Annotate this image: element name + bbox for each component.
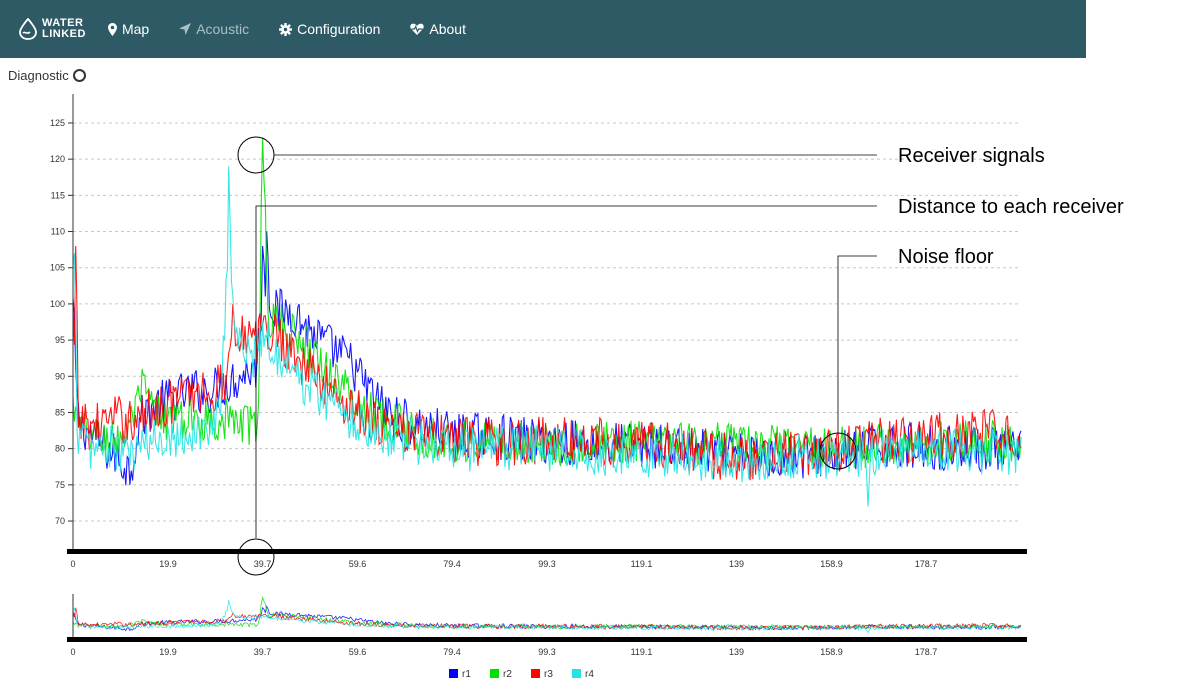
logo-text-top: WATER — [42, 17, 84, 29]
overview-x-tick-label: 59.6 — [349, 647, 367, 657]
x-tick-label: 79.4 — [443, 559, 461, 569]
legend-label-r2: r2 — [503, 669, 512, 680]
overview-x-tick-label: 139 — [729, 647, 744, 657]
nav-about[interactable]: About — [410, 21, 466, 37]
y-tick-label: 80 — [55, 444, 65, 454]
y-tick-label: 90 — [55, 371, 65, 381]
legend-swatch-r3 — [531, 669, 540, 678]
distance-leader — [255, 205, 877, 538]
legend-swatch-r1 — [449, 669, 458, 678]
y-tick-label: 100 — [50, 299, 65, 309]
overview-x-tick-label: 39.7 — [254, 647, 272, 657]
nav-about-label: About — [429, 21, 466, 37]
x-tick-label: 19.9 — [159, 559, 177, 569]
overview-x-tick-label: 99.3 — [538, 647, 556, 657]
x-tick-label: 178.7 — [915, 559, 938, 569]
diagnostic-header: Diagnostic — [8, 68, 86, 83]
nav-configuration-label: Configuration — [297, 21, 381, 37]
map-marker-icon — [107, 22, 117, 36]
y-tick-label: 95 — [55, 335, 65, 345]
y-tick-label: 120 — [50, 154, 65, 164]
location-arrow-icon — [179, 23, 192, 35]
y-tick-label: 75 — [55, 480, 65, 490]
refresh-circle-icon[interactable] — [72, 69, 86, 82]
x-tick-label: 139 — [729, 559, 744, 569]
overview-line-r2 — [72, 595, 1022, 630]
legend-label-r4: r4 — [585, 669, 594, 680]
x-tick-label: 99.3 — [538, 559, 556, 569]
x-tick-label: 158.9 — [820, 559, 843, 569]
x-tick-label: 59.6 — [349, 559, 367, 569]
overview-x-tick-label: 119.1 — [631, 647, 653, 657]
x-tick-label: 119.1 — [631, 559, 653, 569]
y-tick-label: 105 — [50, 263, 65, 273]
noise-floor-label: Noise floor — [898, 246, 994, 268]
gear-icon — [279, 22, 293, 36]
overview-line-r4 — [72, 599, 1022, 634]
nav-map[interactable]: Map — [107, 21, 150, 37]
nav-acoustic[interactable]: Acoustic — [179, 21, 249, 37]
legend-label-r3: r3 — [544, 669, 553, 680]
water-linked-logo[interactable]: WATER LINKED — [18, 18, 86, 40]
top-navbar: WATER LINKED Map Acoustic Configuration — [0, 0, 1086, 58]
heart-pulse-icon — [410, 23, 425, 35]
overview-x-tick-label: 158.9 — [820, 647, 843, 657]
nav-configuration[interactable]: Configuration — [279, 21, 380, 37]
y-tick-label: 110 — [51, 227, 65, 237]
legend-swatch-r4 — [572, 669, 581, 678]
nav-map-label: Map — [121, 21, 150, 37]
diagnostic-title: Diagnostic — [8, 68, 69, 83]
y-tick-label: 70 — [55, 516, 65, 526]
receiver-signals-circle — [237, 136, 275, 174]
receiver-signals-label: Receiver signals — [898, 145, 1045, 167]
legend-label-r1: r1 — [462, 669, 471, 680]
overview-x-tick-label: 0 — [70, 647, 75, 657]
y-tick-label: 115 — [51, 190, 65, 200]
distance-circle — [237, 538, 275, 576]
series-line-r2 — [72, 137, 1022, 469]
overview-x-tick-label: 79.4 — [443, 647, 461, 657]
noise-floor-leader — [837, 255, 877, 433]
distance-label: Distance to each receiver — [898, 196, 1124, 218]
y-tick-label: 85 — [55, 407, 65, 417]
overview-x-axis-bar — [67, 637, 1027, 642]
logo-text-bottom: LINKED — [42, 28, 86, 40]
water-drop-icon — [19, 18, 37, 40]
overview-x-tick-label: 19.9 — [159, 647, 177, 657]
series-line-r4 — [72, 166, 1022, 507]
x-axis-bar — [67, 549, 1027, 554]
y-tick-label: 125 — [50, 118, 65, 128]
x-tick-label: 39.7 — [254, 559, 272, 569]
x-tick-label: 0 — [70, 559, 75, 569]
nav-acoustic-label: Acoustic — [196, 21, 250, 37]
overview-x-tick-label: 178.7 — [915, 647, 938, 657]
legend-swatch-r2 — [490, 669, 499, 678]
